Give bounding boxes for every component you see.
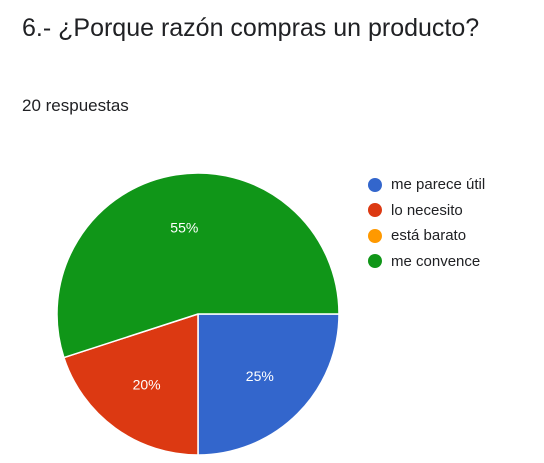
pie-slice-label-0: 25% <box>246 368 274 384</box>
legend-swatch <box>368 254 382 269</box>
legend-label: está barato <box>391 227 467 245</box>
pie-slice-label-1: 20% <box>133 377 161 393</box>
pie-slice-label-3: 55% <box>170 220 198 236</box>
legend-item-0[interactable]: me parece útil <box>368 172 485 198</box>
chart-legend: me parece útil lo necesito está barato me c… <box>368 172 485 274</box>
question-title: 6.- ¿Porque razón compras un producto? <box>22 14 480 42</box>
legend-label: me convence <box>391 252 481 270</box>
response-count: 20 respuestas <box>22 96 129 115</box>
legend-label: lo necesito <box>391 201 463 219</box>
legend-swatch <box>368 228 382 243</box>
legend-swatch <box>368 203 382 218</box>
pie-slice-1[interactable] <box>62 312 199 456</box>
legend-swatch <box>368 177 382 192</box>
legend-label: me parece útil <box>391 176 486 194</box>
pie-slice-0[interactable] <box>197 313 340 456</box>
legend-item-2[interactable]: está barato <box>368 223 485 249</box>
pie-slice-3[interactable] <box>56 172 340 359</box>
legend-item-1[interactable]: lo necesito <box>368 198 485 224</box>
legend-item-3[interactable]: me convence <box>368 249 485 275</box>
